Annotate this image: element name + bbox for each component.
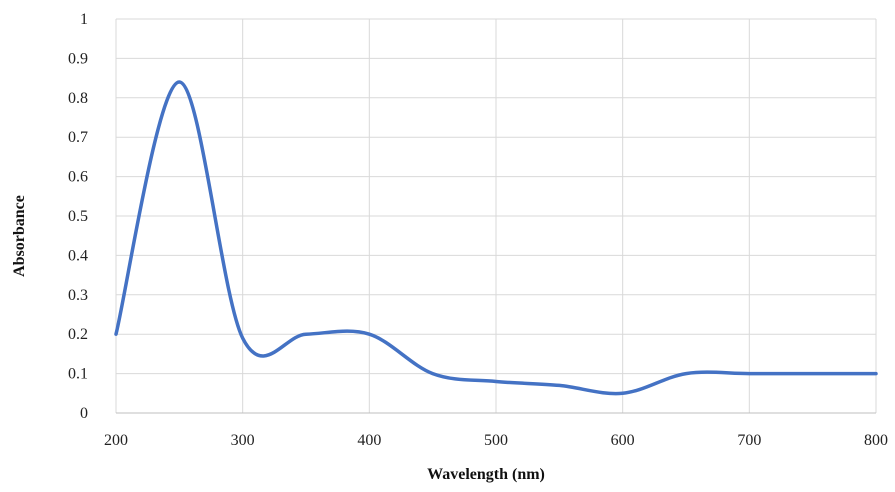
x-tick-label: 300 — [231, 432, 255, 449]
x-tick-label: 700 — [737, 432, 761, 449]
y-tick-label: 0.2 — [68, 326, 88, 343]
y-tick-label: 0.1 — [68, 366, 88, 383]
x-tick-label: 400 — [357, 432, 381, 449]
y-tick-label: 0.6 — [68, 169, 88, 186]
y-tick-label: 0 — [80, 405, 88, 422]
series-layer — [114, 80, 878, 396]
tick-labels: 0 0.1 0.2 0.3 0.4 0.5 0.6 0.7 0.8 0.9 1 200 300 400 50… — [68, 11, 888, 449]
y-tick-label: 0.9 — [68, 50, 88, 67]
x-axis-title: Wavelength (nm) — [427, 466, 545, 483]
absorbance-series-line — [114, 80, 878, 396]
x-tick-label: 200 — [104, 432, 128, 449]
x-tick-label: 500 — [484, 432, 508, 449]
y-tick-label: 0.5 — [68, 208, 88, 225]
x-tick-label: 800 — [864, 432, 888, 449]
y-tick-label: 0.8 — [68, 90, 88, 107]
y-tick-label: 0.4 — [68, 247, 88, 264]
y-tick-label: 0.7 — [68, 129, 88, 146]
y-axis-title: Absorbance — [11, 195, 28, 277]
gridlines — [115, 18, 877, 413]
y-tick-label: 0.3 — [68, 287, 88, 304]
x-tick-label: 600 — [611, 432, 635, 449]
y-tick-label: 1 — [80, 11, 88, 28]
